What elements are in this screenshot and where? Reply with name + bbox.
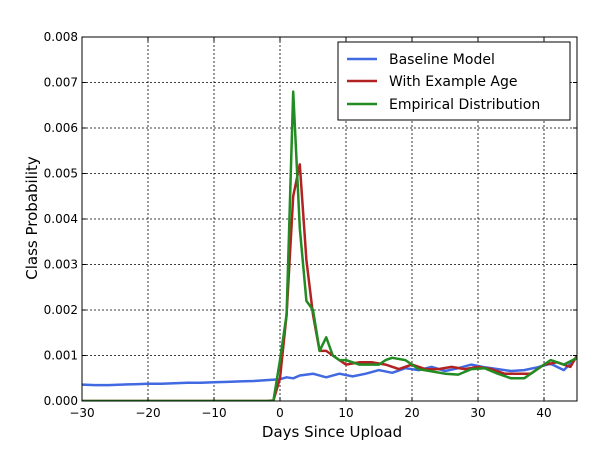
y-axis-label: Class Probability — [23, 156, 41, 280]
legend: Baseline Model With Example Age Empirica… — [337, 41, 571, 121]
y-tick-label: 0.005 — [44, 167, 78, 181]
x-tick-label: −30 — [69, 406, 94, 420]
legend-label-example-age: With Example Age — [389, 74, 518, 90]
x-tick-label: 10 — [338, 406, 353, 420]
legend-label-baseline: Baseline Model — [389, 52, 495, 68]
x-tick-label: −20 — [135, 406, 160, 420]
x-tick-label: 20 — [404, 406, 419, 420]
series-line-baseline-model — [82, 356, 577, 387]
x-tick-label: 40 — [536, 406, 551, 420]
x-tick-label: −10 — [201, 406, 226, 420]
y-tick-label: 0.007 — [44, 76, 78, 90]
series-line-empirical-distribution — [82, 90, 577, 401]
y-tick-label: 0.003 — [44, 258, 78, 272]
axis-ticks: −30 −20 −10 0 10 20 30 40 0.000 0.001 0.002 0.003 0.… — [44, 30, 577, 420]
x-axis-label: Days Since Upload — [262, 423, 402, 441]
y-tick-label: 0.002 — [44, 303, 78, 317]
x-tick-label: 30 — [470, 406, 485, 420]
series-line-with-example-age — [82, 163, 577, 401]
y-tick-label: 0.006 — [44, 121, 78, 135]
y-tick-label: 0.008 — [44, 30, 78, 44]
y-tick-label: 0.001 — [44, 349, 78, 363]
y-tick-label: 0.004 — [44, 212, 78, 226]
legend-label-empirical: Empirical Distribution — [389, 97, 540, 113]
y-tick-label: 0.000 — [44, 394, 78, 408]
x-tick-label: 0 — [276, 406, 284, 420]
plot-area — [82, 90, 577, 401]
